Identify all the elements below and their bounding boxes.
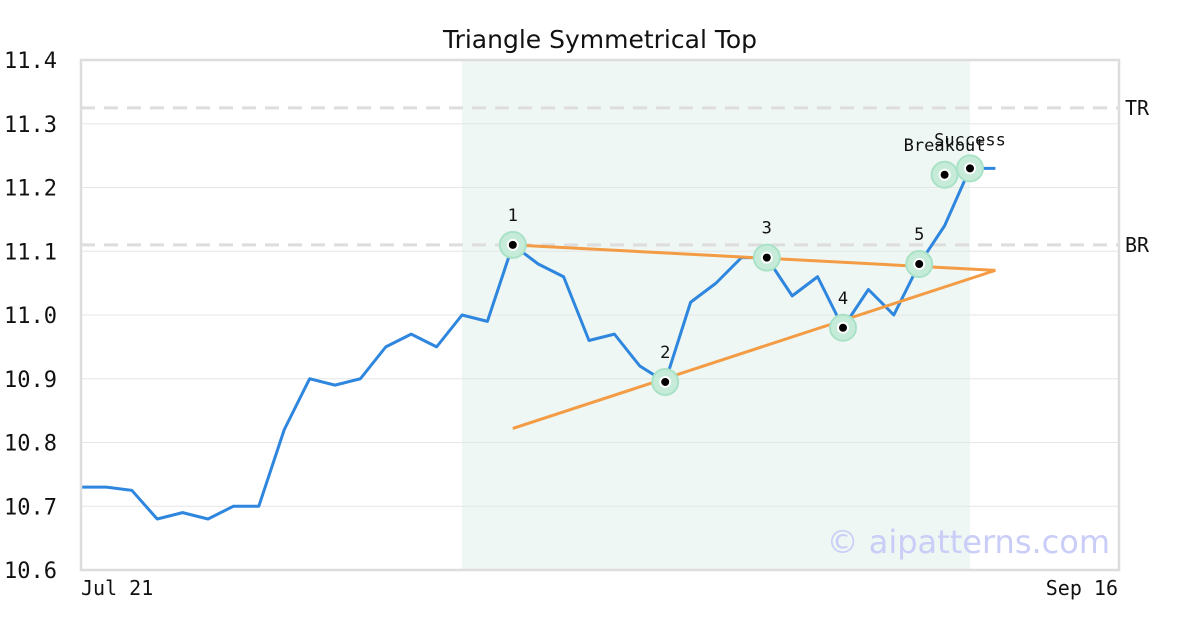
y-tick-label: 11.4 (4, 49, 57, 74)
watermark: © aipatterns.com (827, 523, 1110, 561)
pivot-point (964, 162, 976, 175)
x-axis-ticks: Jul 21 Sep 16 (81, 576, 1118, 600)
pivot-label: Breakout (904, 136, 986, 156)
pivot-point (506, 238, 519, 251)
pivot-label: 4 (838, 289, 848, 309)
y-tick-label: 11.2 (4, 177, 57, 202)
y-tick-label: 11.0 (4, 304, 57, 329)
pivot-label: 2 (660, 343, 670, 363)
pivot-point (938, 168, 951, 181)
plot-frame (79, 58, 1121, 572)
y-tick-label: 11.3 (4, 113, 57, 138)
x-tick-label: Sep 16 (1046, 576, 1118, 600)
chart-title: Triangle Symmetrical Top (442, 25, 757, 54)
pivot-point (837, 321, 849, 334)
y-tick-label: 10.6 (4, 559, 57, 584)
y-tick-label: 10.7 (4, 495, 57, 520)
pivot-point (913, 258, 926, 270)
level-lines: TR BR (81, 96, 1150, 257)
y-tick-label: 10.9 (4, 368, 57, 393)
x-tick-label: Jul 21 (81, 576, 153, 600)
pivot-label: 3 (762, 219, 772, 239)
y-tick-label: 10.8 (4, 432, 57, 457)
y-axis-ticks: 10.6 10.7 10.8 10.9 11.0 11.1 11.2 11.3 11.4 (4, 49, 57, 584)
y-tick-label: 11.1 (4, 240, 57, 265)
pivot-label: Success (934, 130, 1006, 150)
pivot-label: 1 (508, 206, 518, 226)
level-label: TR (1125, 96, 1150, 120)
pivot-label: 5 (914, 225, 924, 245)
trendline-lower (512, 268, 996, 430)
level-label: BR (1125, 233, 1150, 257)
pivot-point (760, 251, 773, 264)
pivot-point (659, 375, 672, 388)
